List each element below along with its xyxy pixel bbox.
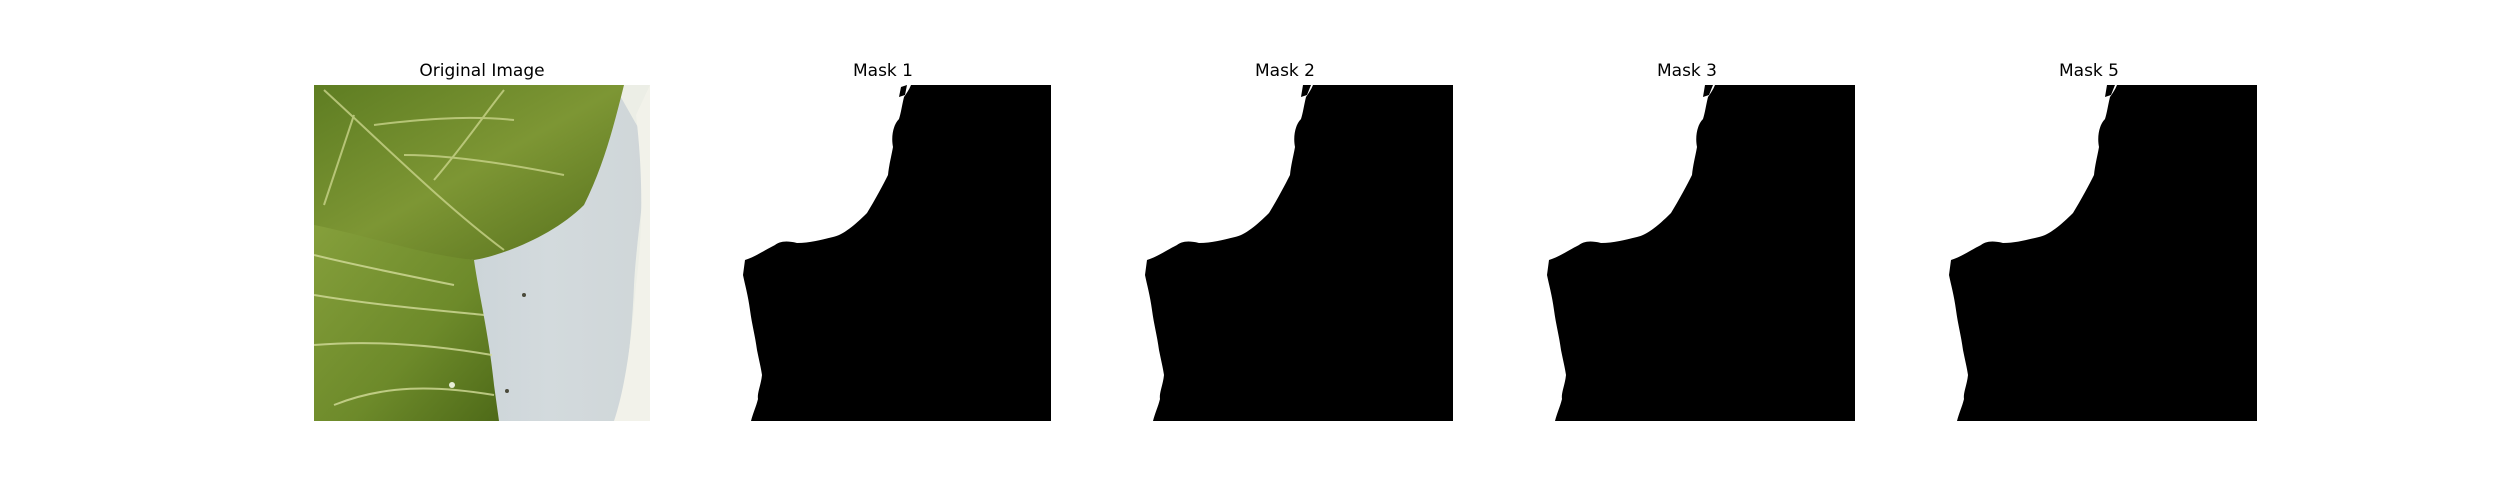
original-image-title: Original Image xyxy=(419,61,545,81)
mask-5-image xyxy=(1921,85,2257,421)
original-image xyxy=(314,85,650,421)
mask-3-image xyxy=(1519,85,1855,421)
mask-2-title: Mask 2 xyxy=(1254,61,1315,81)
mask-5-title: Mask 5 xyxy=(2058,61,2119,81)
mask-2-image xyxy=(1117,85,1453,421)
mask-3-title: Mask 3 xyxy=(1656,61,1717,81)
mask-1-image xyxy=(715,85,1051,421)
mask-1-title: Mask 1 xyxy=(852,61,913,81)
